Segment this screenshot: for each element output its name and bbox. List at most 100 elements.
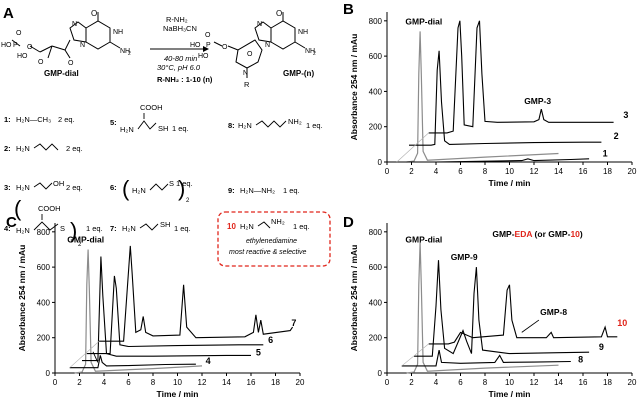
gmp-8-pointer [521, 319, 540, 333]
series-line-9 [414, 260, 590, 357]
y-tick-label: 600 [369, 52, 383, 61]
svg-text:): ) [178, 176, 185, 201]
x-tick-label: 12 [530, 378, 539, 387]
y-tick-label: 600 [369, 263, 383, 272]
x-tick-label: 18 [603, 167, 612, 176]
annotation-gmp-dial: GMP-dial [405, 234, 442, 244]
svg-text:NH: NH [120, 48, 130, 55]
svg-text:OH: OH [53, 179, 64, 188]
series-line-gmp-dial [406, 31, 559, 163]
x-tick-label: 8 [483, 167, 488, 176]
annotation-gmp-dial: GMP-dial [405, 16, 442, 26]
panel-d-label: D [343, 214, 354, 231]
x-tick-label: 16 [579, 167, 588, 176]
annotation-gmp-3: GMP-3 [524, 96, 551, 106]
annotation-10: 10 [617, 318, 627, 328]
offset-guide [69, 341, 100, 368]
gmp-eda-title-part: 10 [570, 229, 580, 239]
x-tick-label: 16 [247, 378, 256, 387]
reagent-9-number: 9: [228, 186, 235, 195]
svg-text:1 eq.: 1 eq. [306, 121, 323, 130]
svg-text:O: O [68, 60, 74, 67]
svg-text:H₂N: H₂N [16, 226, 30, 235]
svg-text:H₂N: H₂N [132, 186, 146, 195]
svg-text:NH₂: NH₂ [288, 117, 302, 126]
svg-text:H₂N: H₂N [16, 183, 30, 192]
series-line-1 [396, 158, 590, 163]
x-tick-label: 10 [505, 167, 514, 176]
x-tick-label: 8 [151, 378, 156, 387]
y-tick-label: 600 [37, 263, 51, 272]
x-tick-label: 2 [409, 167, 414, 176]
gmp-eda-title-part: (or GMP- [532, 229, 570, 239]
y-tick-label: 200 [369, 123, 383, 132]
reagent-5-number: 5: [110, 118, 117, 127]
svg-text:O: O [16, 30, 22, 37]
gmp-eda-title-part: EDA [515, 229, 533, 239]
x-tick-label: 14 [554, 167, 563, 176]
annotation-gmp-dial: GMP-dial [67, 234, 104, 244]
x-tick-label: 12 [198, 378, 207, 387]
y-tick-label: 400 [37, 298, 51, 307]
y-tick-label: 400 [369, 87, 383, 96]
y-tick-label: 200 [369, 334, 383, 343]
highlight-note-1: ethylenediamine [246, 238, 297, 245]
reagent-1-formula: H₂N—CH₃ [16, 115, 51, 124]
svg-text:SH: SH [158, 124, 168, 133]
svg-text:N: N [72, 21, 77, 28]
x-tick-label: 2 [77, 378, 82, 387]
reagent-3-eq: 2 eq. [66, 183, 83, 192]
y-axis-label: Absorbance 254 nm / mAu [349, 245, 359, 352]
x-tick-label: 18 [271, 378, 280, 387]
condition-4: 30°C, pH 6.0 [157, 63, 201, 72]
annotation-4: 4 [206, 356, 211, 366]
svg-text:SH: SH [160, 220, 170, 229]
gmp-n-structure [213, 12, 306, 78]
x-axis-label: Time / min [157, 389, 199, 399]
svg-text:H₂N: H₂N [238, 121, 252, 130]
reagent-4-eq: 1 eq. [86, 224, 103, 233]
svg-text:COOH: COOH [38, 204, 61, 213]
offset-guide [401, 343, 429, 367]
svg-text:HO: HO [17, 53, 28, 60]
x-tick-label: 0 [385, 167, 390, 176]
annotation-1: 1 [603, 149, 608, 159]
reagent-list: 1: H₂N—CH₃ 2 eq. 2: H₂N 2 eq. 3: H₂N OH … [4, 103, 323, 248]
svg-text:O: O [222, 44, 228, 51]
svg-text:(: ( [122, 176, 130, 201]
svg-text:2: 2 [128, 51, 131, 57]
series-line-6 [86, 275, 264, 355]
x-tick-label: 12 [530, 167, 539, 176]
svg-text:(: ( [14, 196, 22, 221]
r-group: R [244, 80, 250, 89]
reagent-5-eq: 1 eq. [172, 124, 189, 133]
svg-text:S: S [169, 179, 174, 188]
series-line-gmp-dial [406, 242, 559, 374]
condition-2: NaBH₃CN [163, 24, 197, 33]
y-tick-label: 200 [37, 334, 51, 343]
x-tick-label: 0 [385, 378, 390, 387]
x-axis-label: Time / min [489, 178, 531, 188]
highlight-note-2: most reactive & selective [229, 249, 307, 256]
x-tick-label: 4 [434, 167, 439, 176]
annotation-2: 2 [614, 131, 619, 141]
svg-text:NH: NH [113, 29, 123, 36]
annotation-gmp-8: GMP-8 [540, 307, 567, 317]
x-tick-label: 16 [579, 378, 588, 387]
panel-b-label: B [343, 1, 354, 18]
y-tick-label: 800 [37, 228, 51, 237]
reagent-6-eq: 1 eq. [176, 179, 193, 188]
reagent-3-number: 3: [4, 183, 11, 192]
x-tick-label: 18 [603, 378, 612, 387]
svg-text:2: 2 [313, 51, 316, 57]
reagent-6-number: 6: [110, 183, 117, 192]
reagent-9-eq: 1 eq. [283, 186, 300, 195]
series-line-8 [401, 349, 571, 367]
panel-c-pointer [92, 351, 99, 363]
x-tick-label: 20 [628, 378, 637, 387]
y-tick-label: 800 [369, 228, 383, 237]
reagent-9-formula: H₂N—NH₂ [240, 186, 275, 195]
reagent-4-number: 4: [4, 224, 11, 233]
